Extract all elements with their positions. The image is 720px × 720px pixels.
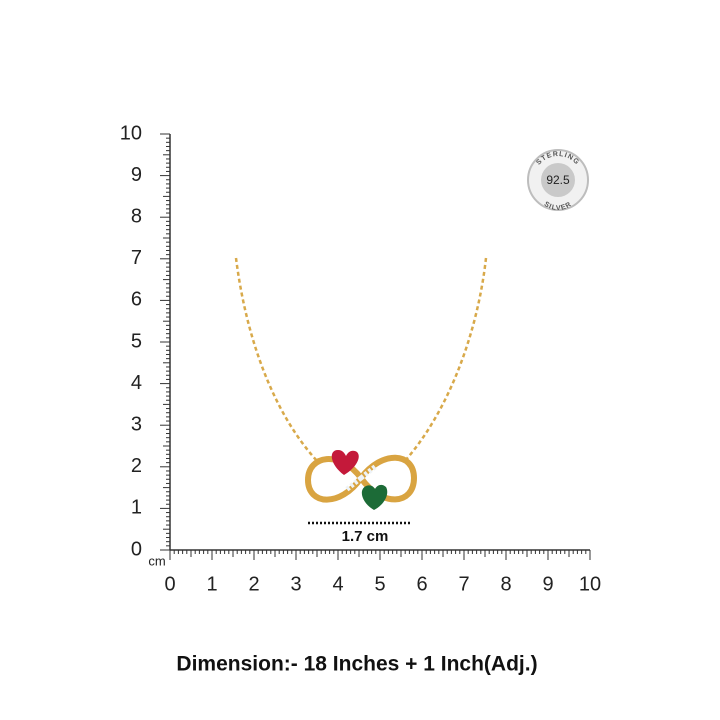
horizontal-ruler-label: 2: [248, 573, 259, 595]
horizontal-ruler-label: 7: [458, 573, 469, 595]
chain-right: [403, 257, 488, 463]
vertical-ruler-label: 3: [131, 413, 142, 435]
horizontal-ruler-label: 8: [500, 573, 511, 595]
horizontal-ruler-label: 3: [290, 573, 301, 595]
vertical-ruler-label: 1: [131, 497, 142, 519]
vertical-ruler-label: 9: [131, 164, 142, 186]
badge-bottom: SILVER: [543, 201, 574, 212]
vertical-ruler-label: 4: [131, 372, 142, 394]
vertical-ruler-label: 2: [131, 455, 142, 477]
vertical-ruler-label: 0: [131, 538, 142, 560]
horizontal-ruler-label: 9: [542, 573, 553, 595]
badge-center: [541, 163, 575, 197]
necklace: [234, 257, 488, 510]
vertical-ruler-label: 10: [120, 122, 142, 144]
vertical-ruler-label: 5: [131, 330, 142, 352]
horizontal-ruler-label: 5: [374, 573, 385, 595]
caption: Dimension:- 18 Inches + 1 Inch(Adj.): [176, 653, 537, 676]
badge-bottom-text: SILVER: [543, 201, 573, 212]
horizontal-ruler-label: 4: [332, 573, 343, 595]
ruby-heart: [331, 450, 359, 475]
vertical-ruler-label: 8: [131, 205, 142, 227]
horizontal-ruler-label: 10: [579, 573, 601, 595]
sterling-badge: STERLING SILVER 92.5: [527, 149, 589, 212]
diamonds: [344, 464, 378, 492]
horizontal-ruler-label: 0: [164, 573, 175, 595]
ruler: 0 1 2 3 4 5 6 7 8 9 10 0 1 2 3 4 5 6 7 8 9 10: [120, 122, 601, 595]
badge-value: 92.5: [546, 173, 570, 187]
unit-label: cm: [148, 553, 165, 568]
horizontal-ruler-label: 6: [416, 573, 427, 595]
emerald-heart: [361, 484, 388, 510]
horizontal-ruler-label: 1: [206, 573, 217, 595]
measure-label: 1.7 cm: [342, 528, 389, 545]
vertical-ruler-label: 6: [131, 289, 142, 311]
vertical-ruler-label: 7: [131, 247, 142, 269]
chain-left: [234, 257, 319, 463]
